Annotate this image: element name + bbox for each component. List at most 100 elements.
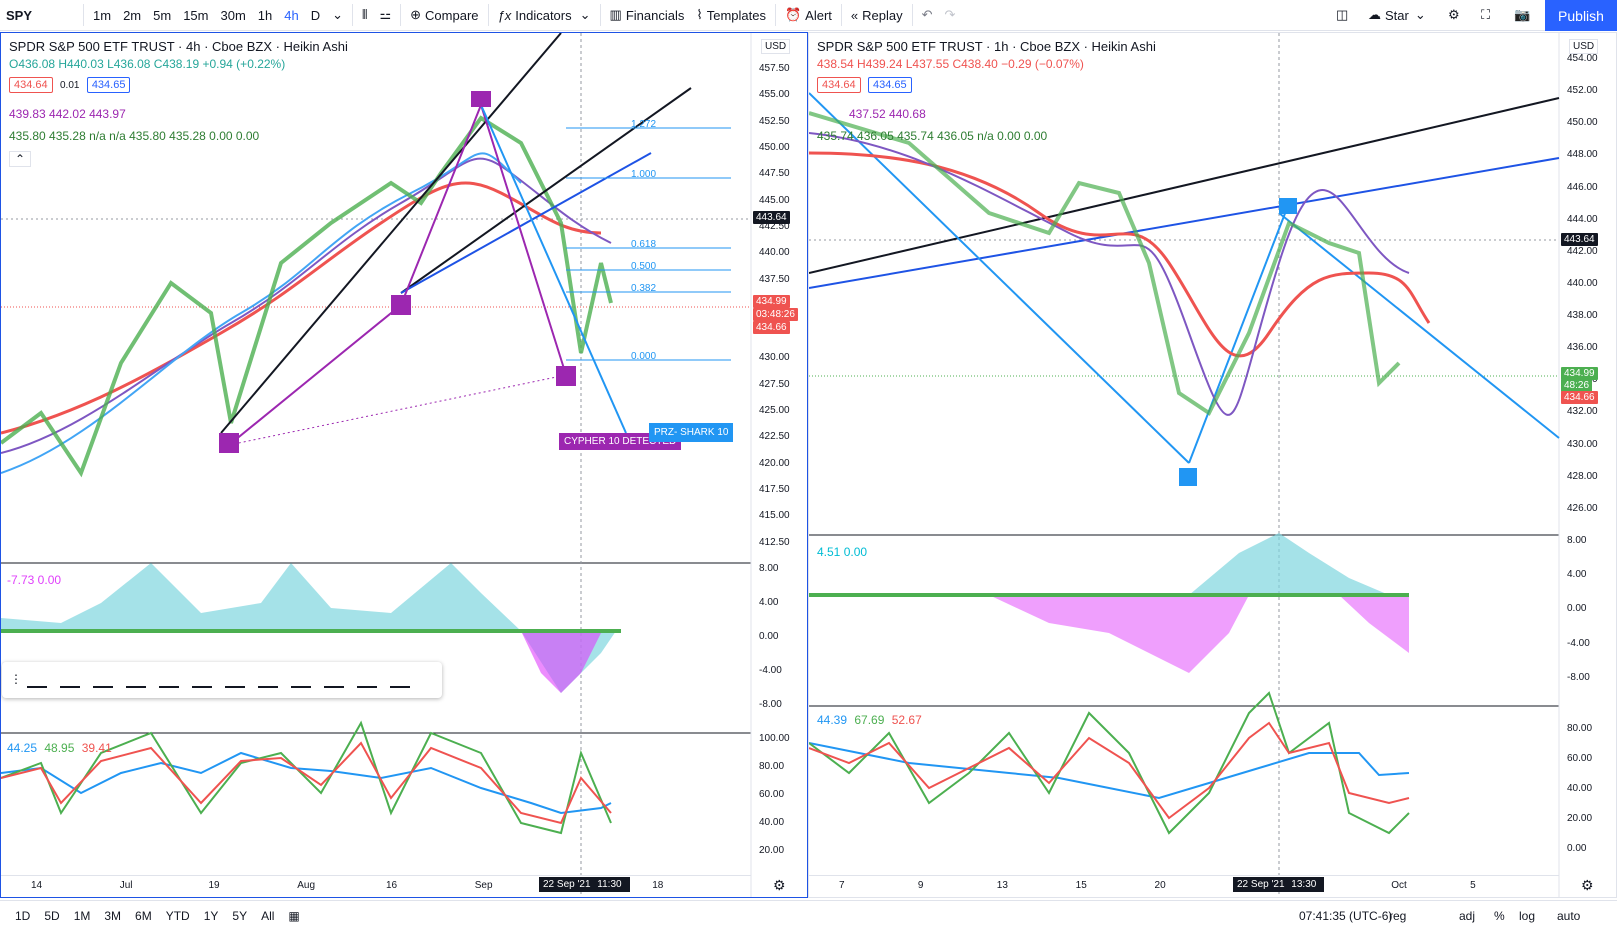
axis-tick-label: 0.00 bbox=[1567, 603, 1587, 615]
range-5y[interactable]: 5Y bbox=[232, 908, 248, 923]
gear-icon[interactable]: ⚙ bbox=[1581, 877, 1594, 893]
templates-label: Templates bbox=[706, 7, 766, 23]
abcd-tool-icon[interactable] bbox=[60, 672, 80, 688]
interval-1h[interactable]: 1h bbox=[257, 7, 273, 23]
fib-extension-icon[interactable] bbox=[357, 672, 377, 688]
spiral-tool-icon[interactable] bbox=[324, 672, 344, 688]
chevron-down-icon: ⌄ bbox=[1414, 7, 1426, 22]
ask-box[interactable]: 434.65 bbox=[868, 77, 912, 93]
gear-icon[interactable]: ⚙ bbox=[1448, 7, 1460, 22]
fx-icon: ƒx bbox=[497, 7, 512, 23]
lines-tool-icon[interactable] bbox=[27, 672, 47, 688]
xabcd-tool-icon[interactable] bbox=[291, 672, 311, 688]
horizontal-ray-icon[interactable] bbox=[192, 672, 212, 688]
option-adj[interactable]: adj bbox=[1459, 908, 1476, 923]
gear-icon[interactable]: ⚙ bbox=[773, 877, 786, 893]
option-percent[interactable]: % bbox=[1494, 908, 1505, 923]
star-button[interactable]: ☁ Star ⌄ bbox=[1362, 0, 1432, 31]
redo-icon[interactable]: ↷ bbox=[944, 7, 956, 22]
right-chart-pane[interactable]: SPDR S&P 500 ETF TRUST · 1h · Cboe BZX ·… bbox=[808, 32, 1617, 898]
currency-dropdown[interactable]: USD bbox=[761, 39, 791, 54]
interval-4h[interactable]: 4h bbox=[284, 7, 299, 23]
option-reg[interactable]: reg bbox=[1389, 908, 1407, 923]
axis-tick-label: 457.50 bbox=[759, 63, 790, 74]
range-1m[interactable]: 1M bbox=[73, 908, 91, 923]
axis-tick-label: 426.00 bbox=[1567, 502, 1598, 514]
settings-tool-icon[interactable] bbox=[390, 672, 410, 688]
pattern-tool-icon[interactable] bbox=[93, 672, 113, 688]
spread-value: 0.01 bbox=[60, 80, 80, 91]
financials-button[interactable]: ▥ Financials bbox=[604, 0, 691, 31]
range-1y[interactable]: 1Y bbox=[203, 908, 219, 923]
templates-button[interactable]: ⌇ Templates bbox=[690, 0, 772, 31]
left-ma-line1: 439.83 442.02 443.97 bbox=[9, 107, 126, 121]
ask-box[interactable]: 434.65 bbox=[86, 77, 131, 93]
divider bbox=[774, 4, 776, 26]
alert-button[interactable]: ⏰ Alert bbox=[779, 0, 838, 31]
range-3m[interactable]: 3M bbox=[104, 908, 122, 923]
fib-0000: 0.000 bbox=[631, 351, 657, 362]
range-all[interactable]: All bbox=[261, 908, 275, 923]
right-ma-line2: 435.74 436.05 435.74 436.05 n/a 0.00 0.0… bbox=[817, 129, 1048, 143]
interval-1m[interactable]: 1m bbox=[93, 7, 112, 23]
axis-tick-label: -4.00 bbox=[1567, 637, 1590, 649]
option-log[interactable]: log bbox=[1519, 908, 1536, 923]
divider bbox=[840, 4, 842, 26]
collapse-legend-button[interactable]: ⌃ bbox=[9, 151, 32, 167]
left-chart-title: SPDR S&P 500 ETF TRUST · 4h · Cboe BZX ·… bbox=[9, 39, 352, 54]
pitchfork-icon[interactable] bbox=[225, 672, 245, 688]
bid-box[interactable]: 434.64 bbox=[9, 77, 53, 93]
option-auto[interactable]: auto bbox=[1557, 908, 1581, 923]
currency-dropdown[interactable]: USD bbox=[1569, 39, 1599, 54]
range-6m[interactable]: 6M bbox=[135, 908, 152, 923]
layout-icon[interactable]: ◫ bbox=[1336, 7, 1349, 22]
trend-tool-icon[interactable] bbox=[126, 672, 146, 688]
price-now-tag: 443.64 bbox=[753, 211, 790, 224]
axis-tick-label: 19 bbox=[208, 880, 220, 891]
right-time-axis[interactable]: 791315202729Oct5 bbox=[809, 875, 1559, 897]
publish-button[interactable]: Publish bbox=[1545, 0, 1617, 31]
bid-box[interactable]: 434.64 bbox=[817, 77, 861, 93]
fib-tool-icon[interactable] bbox=[159, 672, 179, 688]
axis-tick-label: 436.00 bbox=[1567, 342, 1598, 354]
axis-tick-label: 438.00 bbox=[1567, 310, 1598, 322]
axis-tick-label: 444.00 bbox=[1567, 213, 1598, 225]
right-bidask: 434.64 434.65 bbox=[817, 77, 916, 93]
axis-tick-label: 442.00 bbox=[1567, 245, 1598, 257]
calendar-range-icon[interactable]: ▦ bbox=[288, 908, 300, 923]
interval-2m[interactable]: 2m bbox=[123, 7, 142, 23]
axis-tick-label: 430.00 bbox=[1567, 438, 1598, 450]
fullscreen-icon[interactable]: ⛶ bbox=[1481, 7, 1491, 22]
clock-display[interactable]: 07:41:35 (UTC-6) bbox=[1299, 908, 1393, 923]
chevron-down-icon[interactable]: ⌄ bbox=[332, 7, 344, 22]
replay-button[interactable]: «Replay bbox=[845, 0, 909, 31]
axis-tick-label: -8.00 bbox=[1567, 671, 1590, 683]
compare-button[interactable]: ⊕ Compare bbox=[404, 0, 484, 31]
candle-icon[interactable]: ⚍ bbox=[379, 7, 392, 22]
left-time-axis[interactable]: 14Jul19Aug16SepOct18 bbox=[1, 875, 751, 897]
undo-icon[interactable]: ↶ bbox=[921, 7, 933, 22]
interval-15m[interactable]: 15m bbox=[183, 7, 209, 23]
range-1d[interactable]: 1D bbox=[15, 908, 31, 923]
left-osc1-legend: -7.73 0.00 bbox=[7, 573, 62, 587]
left-chart-pane[interactable]: SPDR S&P 500 ETF TRUST · 4h · Cboe BZX ·… bbox=[0, 32, 808, 898]
axis-tick-label: 13 bbox=[996, 880, 1008, 891]
camera-icon[interactable]: 📷 bbox=[1514, 7, 1531, 22]
range-5d[interactable]: 5D bbox=[44, 908, 60, 923]
interval-d[interactable]: D bbox=[310, 7, 321, 23]
cursor-date: 22 Sep '21 bbox=[543, 879, 591, 890]
drag-handle-icon[interactable]: ⋮ bbox=[10, 672, 22, 686]
axis-tick-label: 100.00 bbox=[759, 733, 790, 744]
interval-5m[interactable]: 5m bbox=[153, 7, 172, 23]
range-ytd[interactable]: YTD bbox=[165, 908, 190, 923]
symbol-search[interactable]: SPY bbox=[6, 7, 33, 23]
interval-30m[interactable]: 30m bbox=[220, 7, 246, 23]
ray-tool-icon[interactable] bbox=[258, 672, 278, 688]
bar-style-icon[interactable]: ⫴ bbox=[362, 7, 368, 22]
right-price-axis[interactable]: 454.00 452.00 450.00 448.00 446.00 444.00 442.… bbox=[1561, 53, 1615, 535]
left-ohlc: O436.08 H440.03 L436.08 C438.19 +0.94 (+… bbox=[9, 57, 286, 71]
divider bbox=[487, 4, 489, 26]
indicators-button[interactable]: ƒx Indicators ⌄ bbox=[492, 0, 597, 31]
chevron-down-icon: ⌄ bbox=[579, 7, 591, 22]
divider bbox=[352, 4, 354, 26]
